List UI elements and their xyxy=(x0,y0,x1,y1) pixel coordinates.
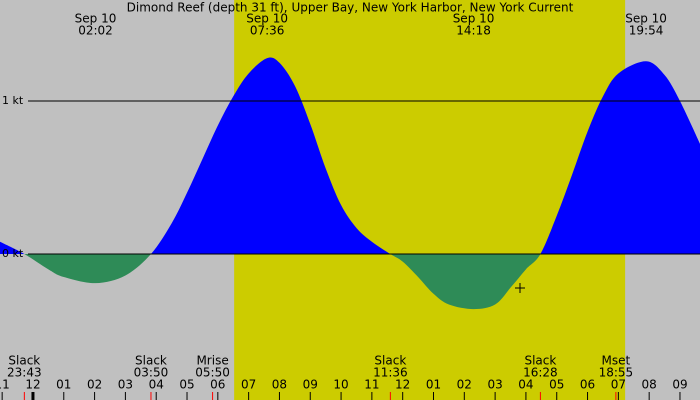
extremum-time: 14:18 xyxy=(456,24,491,38)
x-tick-label: 07 xyxy=(611,378,626,392)
extremum-time: 02:02 xyxy=(78,24,113,38)
extremum-time: 19:54 xyxy=(629,24,664,38)
x-tick-label: 07 xyxy=(241,378,256,392)
extremum-date: Sep 10 xyxy=(625,12,667,26)
x-tick-label: 11 xyxy=(364,378,379,392)
extremum-time: 07:36 xyxy=(250,24,285,38)
x-tick-label: 12 xyxy=(25,378,40,392)
event-name: Mset xyxy=(602,354,631,368)
y-tick-label: 0 kt xyxy=(2,247,24,260)
x-tick-label: 08 xyxy=(272,378,287,392)
flood-area xyxy=(0,57,700,255)
x-tick-label: 05 xyxy=(549,378,564,392)
chart-title: Dimond Reef (depth 31 ft), Upper Bay, Ne… xyxy=(127,1,574,15)
event-name: Slack xyxy=(524,354,556,368)
extremum-date: Sep 10 xyxy=(453,12,495,26)
event-time: 03:50 xyxy=(134,366,169,380)
ebb-area xyxy=(0,254,700,310)
event-time: 05:50 xyxy=(195,366,230,380)
x-tick-label: 02 xyxy=(87,378,102,392)
event-time: 18:55 xyxy=(599,366,634,380)
event-name: Slack xyxy=(135,354,167,368)
x-tick-label: 03 xyxy=(118,378,133,392)
x-tick-label: 11 xyxy=(0,378,10,392)
x-tick-label: 10 xyxy=(333,378,348,392)
x-tick-label: 09 xyxy=(303,378,318,392)
x-tick-label: 08 xyxy=(642,378,657,392)
event-time: 11:36 xyxy=(373,366,408,380)
extremum-date: Sep 10 xyxy=(246,12,288,26)
event-name: Slack xyxy=(8,354,40,368)
x-tick-label: 01 xyxy=(426,378,441,392)
event-time: 16:28 xyxy=(523,366,558,380)
x-tick-label: 05 xyxy=(179,378,194,392)
event-time: 23:43 xyxy=(7,366,42,380)
x-tick-label: 01 xyxy=(56,378,71,392)
x-tick-label: 04 xyxy=(149,378,164,392)
x-tick-label: 02 xyxy=(457,378,472,392)
x-tick-label: 12 xyxy=(395,378,410,392)
x-tick-label: 03 xyxy=(487,378,502,392)
x-tick-label: 06 xyxy=(580,378,595,392)
event-name: Slack xyxy=(374,354,406,368)
x-tick-label: 04 xyxy=(518,378,533,392)
event-name: Mrise xyxy=(196,354,228,368)
y-tick-label: 1 kt xyxy=(2,94,24,107)
cursor xyxy=(515,283,525,293)
x-tick-label: 06 xyxy=(210,378,225,392)
x-tick-label: 09 xyxy=(672,378,687,392)
extremum-date: Sep 10 xyxy=(75,12,117,26)
